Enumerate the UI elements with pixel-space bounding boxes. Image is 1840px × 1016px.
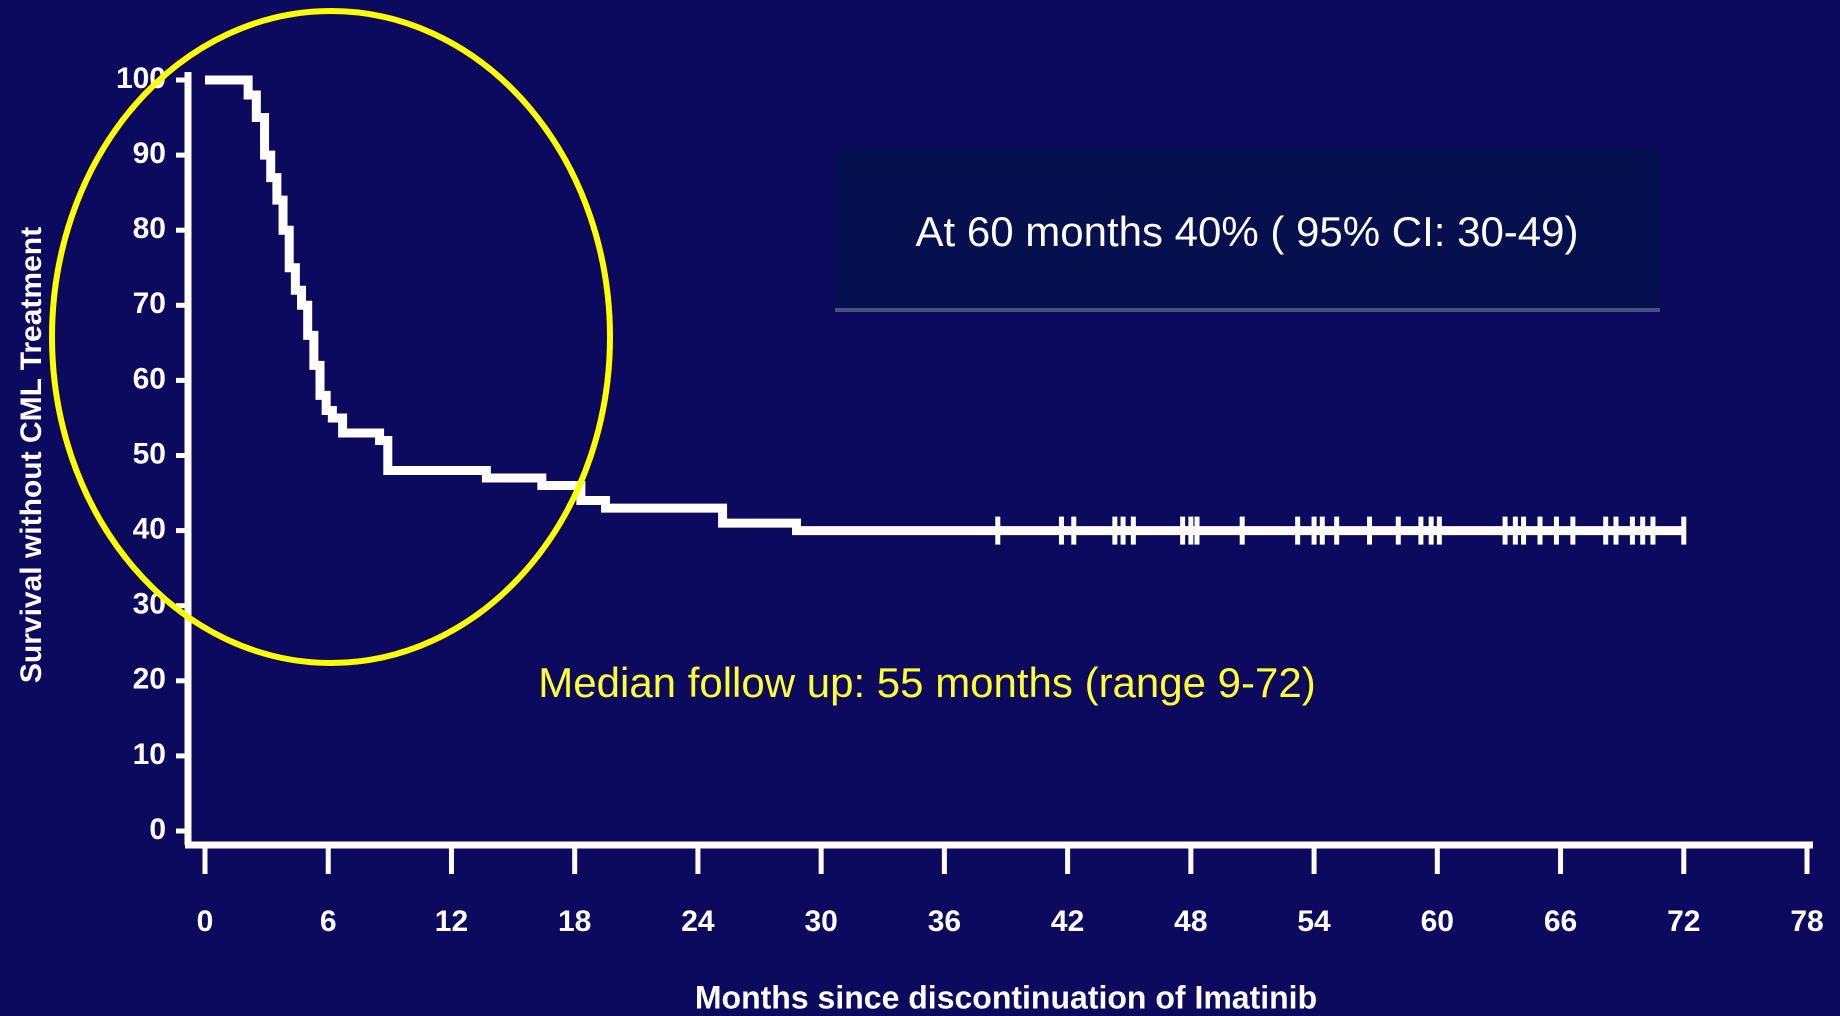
y-tick-label: 0 xyxy=(149,813,166,846)
x-tick-label: 12 xyxy=(435,905,468,938)
x-tick-label: 30 xyxy=(804,905,837,938)
annotation: At 60 months 40% ( 95% CI: 30-49) xyxy=(916,208,1579,255)
x-tick-label: 72 xyxy=(1667,905,1700,938)
x-tick-label: 48 xyxy=(1174,905,1207,938)
x-tick-label: 54 xyxy=(1297,905,1331,938)
y-tick-label: 60 xyxy=(133,362,166,395)
y-tick-label: 50 xyxy=(133,437,166,470)
x-tick-label: 78 xyxy=(1790,905,1823,938)
x-axis-label: Months since discontinuation of Imatinib xyxy=(695,979,1317,1015)
y-tick-label: 70 xyxy=(133,287,166,320)
x-tick-label: 66 xyxy=(1544,905,1577,938)
y-tick-label: 10 xyxy=(133,738,166,771)
x-tick-label: 42 xyxy=(1051,905,1084,938)
x-tick-label: 60 xyxy=(1421,905,1454,938)
annotation-box xyxy=(835,147,1660,311)
y-tick-label: 80 xyxy=(133,212,166,245)
x-tick-label: 0 xyxy=(197,905,214,938)
x-tick-label: 24 xyxy=(681,905,715,938)
y-axis-label: Survival without CML Treatment xyxy=(15,227,48,683)
x-tick-label: 18 xyxy=(558,905,591,938)
y-tick-label: 40 xyxy=(133,513,166,546)
y-tick-label: 90 xyxy=(133,137,166,170)
highlight-circle xyxy=(49,8,613,666)
x-tick-label: 36 xyxy=(928,905,961,938)
x-tick-label: 6 xyxy=(320,905,337,938)
y-tick-label: 20 xyxy=(133,663,166,696)
annotation: Median follow up: 55 months (range 9-72) xyxy=(538,659,1315,706)
